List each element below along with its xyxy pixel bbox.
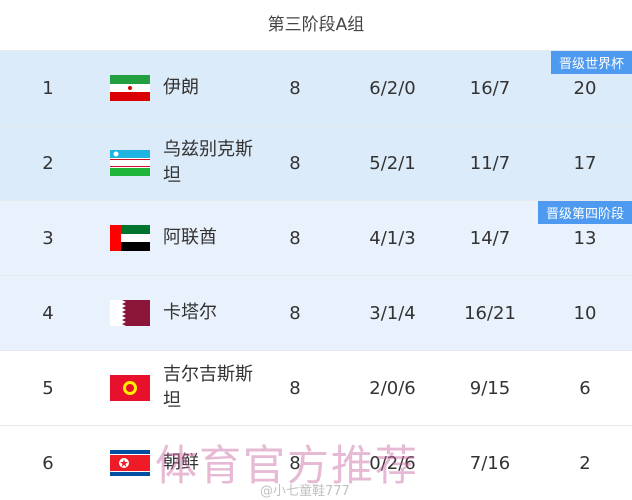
played: 8: [289, 152, 301, 174]
points: 6: [579, 377, 591, 399]
played: 8: [289, 227, 301, 249]
goals: 16/7: [469, 77, 511, 99]
team-name: 朝鲜: [163, 452, 199, 473]
rank: 5: [42, 377, 54, 399]
iran-flag-icon: [110, 75, 150, 101]
played: 8: [289, 302, 301, 324]
table-row: 1 伊朗 8 6/2/0 16/7 20 晋级世界杯: [0, 50, 632, 125]
table-row: 2 乌兹别克斯坦 8 5/2/1 11/7 17: [0, 125, 632, 200]
points: 10: [573, 302, 597, 324]
played: 8: [289, 452, 301, 474]
table-row: 5 吉尔吉斯斯坦 8 2/0/6 9/15 6: [0, 350, 632, 425]
points: 2: [579, 452, 591, 474]
win-draw-loss: 5/2/1: [369, 152, 416, 174]
uae-flag-icon: [110, 225, 150, 251]
points: 17: [573, 152, 597, 174]
win-draw-loss: 6/2/0: [369, 77, 416, 99]
points: 20: [573, 77, 597, 99]
standings-table: 1 伊朗 8 6/2/0 16/7 20 晋级世界杯 2 乌兹别克斯坦 8 5/…: [0, 50, 632, 500]
table-row: 6 朝鲜 8 0/2/6 7/16 2: [0, 425, 632, 500]
north-korea-flag-icon: [110, 450, 150, 476]
rank: 1: [42, 77, 54, 99]
table-row: 3 阿联酋 8 4/1/3 14/7 13 晋级第四阶段: [0, 200, 632, 275]
played: 8: [289, 377, 301, 399]
win-draw-loss: 2/0/6: [369, 377, 416, 399]
win-draw-loss: 3/1/4: [369, 302, 416, 324]
uzbekistan-flag-icon: [110, 150, 150, 176]
team-name: 卡塔尔: [163, 302, 217, 323]
group-title: 第三阶段A组: [267, 15, 365, 35]
goals: 9/15: [469, 377, 511, 399]
qualification-badge: 晋级世界杯: [550, 51, 632, 74]
team-name: 乌兹别克斯坦: [163, 139, 253, 186]
qatar-flag-icon: [110, 300, 150, 326]
goals: 14/7: [469, 227, 511, 249]
rank: 2: [42, 152, 54, 174]
kyrgyzstan-flag-icon: [110, 375, 150, 401]
team-name: 伊朗: [163, 77, 199, 98]
points: 13: [573, 227, 597, 249]
goals: 11/7: [469, 152, 511, 174]
played: 8: [289, 77, 301, 99]
goals: 16/21: [464, 302, 516, 324]
rank: 4: [42, 302, 54, 324]
goals: 7/16: [469, 452, 511, 474]
rank: 3: [42, 227, 54, 249]
rank: 6: [42, 452, 54, 474]
qualification-badge: 晋级第四阶段: [537, 201, 632, 224]
team-name: 阿联酋: [163, 227, 217, 248]
team-name: 吉尔吉斯斯坦: [163, 364, 253, 411]
win-draw-loss: 4/1/3: [369, 227, 416, 249]
table-row: 4 卡塔尔 8 3/1/4 16/21 10: [0, 275, 632, 350]
win-draw-loss: 0/2/6: [369, 452, 416, 474]
